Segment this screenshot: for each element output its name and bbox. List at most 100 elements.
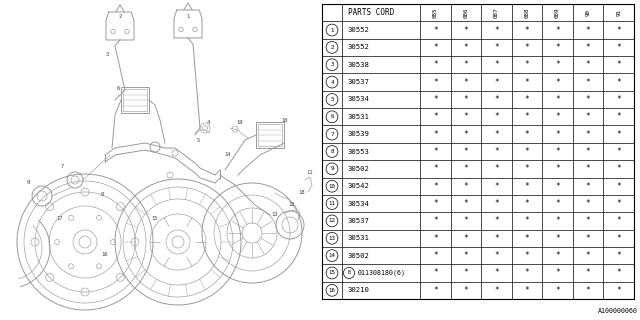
Text: *: * <box>586 95 591 104</box>
Text: *: * <box>525 199 529 208</box>
Text: *: * <box>525 60 529 69</box>
Text: 086: 086 <box>463 7 468 18</box>
Text: *: * <box>586 286 591 295</box>
Text: *: * <box>556 147 560 156</box>
Text: *: * <box>556 60 560 69</box>
Text: *: * <box>463 77 468 87</box>
Text: *: * <box>556 77 560 87</box>
Text: *: * <box>463 182 468 191</box>
Text: *: * <box>556 286 560 295</box>
Text: *: * <box>463 95 468 104</box>
Text: *: * <box>586 199 591 208</box>
Text: 3: 3 <box>106 52 109 58</box>
Text: *: * <box>616 147 621 156</box>
Text: *: * <box>433 199 438 208</box>
Text: 30502: 30502 <box>347 166 369 172</box>
Text: 15: 15 <box>328 270 335 276</box>
Text: *: * <box>556 130 560 139</box>
Text: 8: 8 <box>330 149 333 154</box>
Text: 30552: 30552 <box>347 44 369 50</box>
Text: *: * <box>463 60 468 69</box>
Bar <box>256 122 284 148</box>
Text: *: * <box>616 268 621 277</box>
Text: 011308180(6): 011308180(6) <box>358 270 406 276</box>
Text: *: * <box>494 112 499 121</box>
Text: 5: 5 <box>330 97 333 102</box>
Text: *: * <box>433 216 438 225</box>
Text: 30553: 30553 <box>347 148 369 155</box>
Text: *: * <box>463 147 468 156</box>
Text: *: * <box>616 43 621 52</box>
Text: 4: 4 <box>330 80 333 84</box>
Text: *: * <box>494 95 499 104</box>
Text: *: * <box>616 95 621 104</box>
Text: *: * <box>586 234 591 243</box>
Text: *: * <box>433 130 438 139</box>
Text: 10: 10 <box>328 184 335 189</box>
Text: *: * <box>556 251 560 260</box>
Text: 30534: 30534 <box>347 96 369 102</box>
Text: *: * <box>586 77 591 87</box>
Text: *: * <box>494 251 499 260</box>
Text: 30531: 30531 <box>347 235 369 241</box>
Text: 6: 6 <box>116 85 120 91</box>
Text: *: * <box>586 130 591 139</box>
Text: 30537: 30537 <box>347 79 369 85</box>
Text: *: * <box>463 130 468 139</box>
Text: *: * <box>525 216 529 225</box>
Text: 30539: 30539 <box>347 131 369 137</box>
Text: *: * <box>494 234 499 243</box>
Text: *: * <box>616 60 621 69</box>
Text: 9: 9 <box>26 180 29 186</box>
Text: 30502: 30502 <box>347 252 369 259</box>
Text: *: * <box>556 26 560 35</box>
Text: 30534: 30534 <box>347 201 369 206</box>
Text: *: * <box>616 286 621 295</box>
Text: *: * <box>494 77 499 87</box>
Text: *: * <box>433 43 438 52</box>
Text: B: B <box>348 270 351 276</box>
Text: *: * <box>463 268 468 277</box>
Text: *: * <box>433 26 438 35</box>
Text: *: * <box>525 164 529 173</box>
Text: *: * <box>616 164 621 173</box>
Text: 30210: 30210 <box>347 287 369 293</box>
Text: *: * <box>616 199 621 208</box>
Text: *: * <box>525 95 529 104</box>
Text: A100000060: A100000060 <box>598 308 638 314</box>
Text: 13: 13 <box>328 236 335 241</box>
Text: 11: 11 <box>328 201 335 206</box>
Text: *: * <box>616 26 621 35</box>
Text: *: * <box>463 26 468 35</box>
Text: *: * <box>463 251 468 260</box>
Text: *: * <box>525 268 529 277</box>
Text: *: * <box>463 216 468 225</box>
Text: *: * <box>525 112 529 121</box>
Text: *: * <box>586 182 591 191</box>
Text: 10: 10 <box>282 117 288 123</box>
Text: *: * <box>433 268 438 277</box>
Text: *: * <box>556 268 560 277</box>
Text: *: * <box>616 112 621 121</box>
Text: *: * <box>525 130 529 139</box>
Text: *: * <box>494 268 499 277</box>
Text: *: * <box>463 112 468 121</box>
Text: 15: 15 <box>152 215 158 220</box>
Text: *: * <box>556 164 560 173</box>
Text: *: * <box>586 43 591 52</box>
Text: *: * <box>586 147 591 156</box>
Text: 30531: 30531 <box>347 114 369 120</box>
Text: *: * <box>556 95 560 104</box>
Text: *: * <box>494 147 499 156</box>
Text: 088: 088 <box>525 7 529 18</box>
Text: 7: 7 <box>330 132 333 137</box>
Text: *: * <box>494 130 499 139</box>
Text: *: * <box>525 77 529 87</box>
Text: *: * <box>433 112 438 121</box>
Bar <box>123 89 147 111</box>
Text: *: * <box>525 286 529 295</box>
Text: *: * <box>463 199 468 208</box>
Text: 30552: 30552 <box>347 27 369 33</box>
Text: *: * <box>616 77 621 87</box>
Text: *: * <box>494 164 499 173</box>
